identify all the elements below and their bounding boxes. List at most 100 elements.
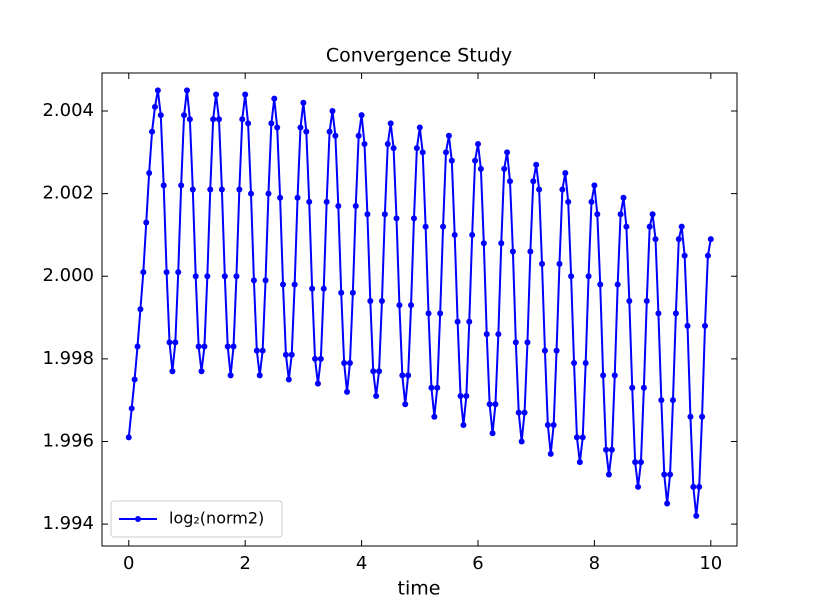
data-point	[218, 186, 225, 193]
data-point	[646, 223, 653, 230]
data-point	[125, 434, 132, 441]
data-point	[245, 120, 252, 127]
data-point	[483, 331, 490, 338]
data-point	[277, 194, 284, 201]
data-point	[376, 368, 383, 375]
data-point	[626, 298, 633, 305]
data-point	[442, 149, 449, 156]
data-point	[533, 161, 540, 168]
data-point	[632, 459, 639, 466]
data-point	[361, 141, 368, 148]
data-point	[579, 434, 586, 441]
data-point	[640, 384, 647, 391]
data-point	[489, 430, 496, 437]
data-point	[495, 331, 502, 338]
data-point	[454, 318, 461, 325]
data-point	[233, 273, 240, 280]
data-point	[667, 471, 674, 478]
data-point	[422, 223, 429, 230]
data-point	[268, 120, 275, 127]
data-point	[320, 285, 327, 292]
x-tick-label: 0	[123, 553, 134, 574]
data-point	[684, 322, 691, 329]
data-point	[151, 103, 158, 110]
y-tick-label: 1.998	[42, 348, 94, 369]
data-point	[594, 211, 601, 218]
data-point	[326, 128, 333, 135]
data-point	[410, 215, 417, 222]
data-point	[239, 116, 246, 123]
data-point	[303, 128, 310, 135]
data-point	[195, 343, 202, 350]
data-point	[131, 376, 138, 383]
data-point	[437, 310, 444, 317]
data-point	[224, 343, 231, 350]
data-point	[349, 289, 356, 296]
data-point	[271, 95, 278, 102]
data-point	[419, 149, 426, 156]
data-point	[300, 99, 307, 106]
data-point	[215, 116, 222, 123]
data-point	[192, 273, 199, 280]
data-point	[387, 120, 394, 127]
data-point	[617, 211, 624, 218]
data-point	[643, 298, 650, 305]
data-point	[183, 87, 190, 94]
data-point	[451, 231, 458, 238]
data-point	[431, 413, 438, 420]
data-point	[332, 132, 339, 139]
data-point	[201, 343, 208, 350]
data-point	[149, 128, 156, 135]
data-point	[399, 372, 406, 379]
y-tick-label: 2.000	[42, 265, 94, 286]
data-point	[186, 116, 193, 123]
data-point	[699, 413, 706, 420]
data-point	[317, 355, 324, 362]
data-point	[236, 186, 243, 193]
data-point	[335, 203, 342, 210]
data-point	[230, 343, 237, 350]
data-point	[367, 298, 374, 305]
data-point	[652, 236, 659, 243]
data-point	[460, 421, 467, 428]
x-tick-label: 8	[589, 553, 600, 574]
data-point	[509, 248, 516, 255]
data-point	[629, 384, 636, 391]
data-point	[669, 397, 676, 404]
data-point	[425, 310, 432, 317]
data-point	[413, 145, 420, 152]
data-point	[160, 182, 167, 189]
legend-marker	[135, 516, 141, 522]
data-point	[588, 198, 595, 205]
data-point	[250, 277, 257, 284]
data-point	[358, 112, 365, 119]
data-point	[541, 347, 548, 354]
data-point	[608, 446, 615, 453]
data-point	[210, 116, 217, 123]
data-point	[227, 372, 234, 379]
data-point	[448, 157, 455, 164]
data-point	[265, 190, 272, 197]
data-point	[658, 397, 665, 404]
legend-box	[110, 500, 283, 538]
data-point	[597, 281, 604, 288]
legend-label: log₂(norm2)	[169, 509, 264, 528]
data-point	[576, 459, 583, 466]
data-point	[687, 413, 694, 420]
data-point	[140, 269, 147, 276]
data-point	[507, 178, 514, 185]
data-point	[678, 223, 685, 230]
data-point	[390, 145, 397, 152]
data-point	[134, 343, 141, 350]
data-point	[445, 132, 452, 139]
data-point	[504, 149, 511, 156]
data-point	[242, 91, 249, 98]
data-point	[693, 512, 700, 519]
data-point	[501, 165, 508, 172]
data-point	[518, 438, 525, 445]
data-point	[213, 91, 220, 98]
data-point	[472, 157, 479, 164]
data-point	[536, 186, 543, 193]
data-point	[605, 471, 612, 478]
data-point	[178, 182, 185, 189]
